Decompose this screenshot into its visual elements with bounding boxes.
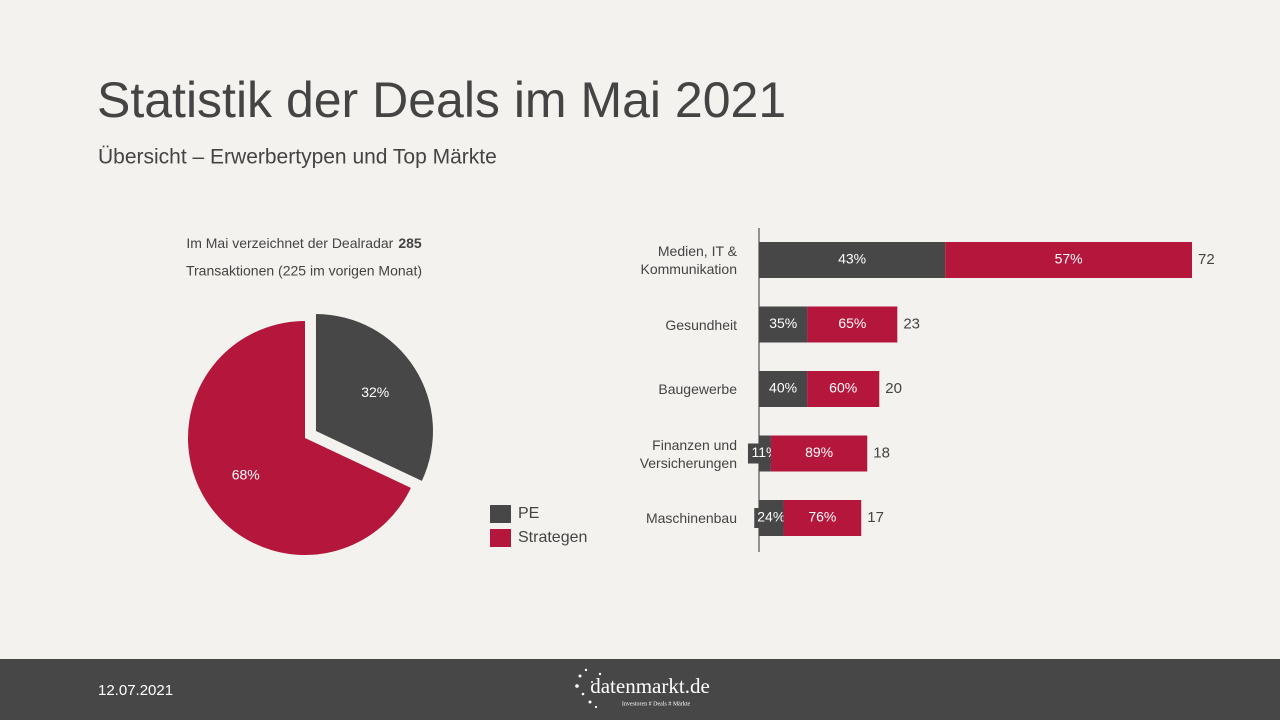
- note-count: 285: [398, 235, 422, 251]
- bar-segment: [807, 306, 898, 343]
- subtitle: Übersicht – Erwerbertypen und Top Märkte: [98, 146, 497, 169]
- bar-value-label: 40%: [769, 380, 797, 396]
- footer-bar: [0, 659, 1280, 720]
- footer-date: 12.07.2021: [98, 682, 173, 699]
- title: Statistik der Deals im Mai 2021: [97, 72, 786, 128]
- bar-value-label: 35%: [769, 315, 797, 331]
- bar-value-label: 24%: [757, 509, 785, 525]
- bar-value-label: 89%: [805, 444, 833, 460]
- category-label: Medien, IT & Kommunikation: [640, 243, 738, 277]
- bar-segment: [783, 500, 862, 536]
- note-text: Im Mai verzeichnet der Dealradar: [186, 235, 393, 251]
- bar-segment: [945, 242, 1192, 278]
- legend-label: Strategen: [518, 529, 587, 546]
- pie-note: Im Mai verzeichnet der Dealradar 285: [186, 235, 422, 251]
- pie-label: 32%: [361, 384, 389, 400]
- bar-value-label: 57%: [1055, 251, 1083, 267]
- category-label: Gesundheit: [665, 316, 737, 333]
- label-background: [766, 314, 801, 335]
- label-background: [754, 508, 789, 528]
- pie-slice: [188, 321, 411, 555]
- category-label: Baugewerbe: [658, 381, 737, 397]
- bar-total-label: 18: [873, 444, 890, 461]
- bar-total-label: 17: [867, 509, 884, 526]
- bar-segment: [807, 371, 880, 407]
- label-background: [835, 250, 870, 270]
- bar-total-label: 23: [903, 315, 920, 332]
- logo-tagline: Investoren # Deals # Märkte: [622, 701, 691, 707]
- category-label: Maschinenbau: [645, 510, 737, 526]
- logo: datenmarkt.de: [590, 674, 710, 698]
- pie-note-rest: Transaktionen (225 im vorigen Monat): [186, 263, 422, 279]
- label-background: [766, 379, 801, 399]
- bar-value-label: 60%: [829, 380, 857, 396]
- bar-total-label: 72: [1198, 251, 1215, 268]
- legend-swatch: [490, 529, 511, 547]
- legend-swatch: [490, 505, 511, 523]
- bar-value-label: 76%: [808, 509, 836, 525]
- logo-dots: [575, 668, 602, 709]
- bar-value-label: 43%: [838, 251, 866, 267]
- pie-slice: [315, 314, 433, 481]
- bar-total-label: 20: [885, 380, 902, 397]
- bar-segment: [770, 435, 868, 472]
- legend-label: PE: [518, 505, 539, 522]
- bar-value-label: 65%: [838, 315, 866, 331]
- pie-label: 68%: [232, 466, 260, 482]
- category-label: Finanzen und Versicherungen: [639, 436, 737, 471]
